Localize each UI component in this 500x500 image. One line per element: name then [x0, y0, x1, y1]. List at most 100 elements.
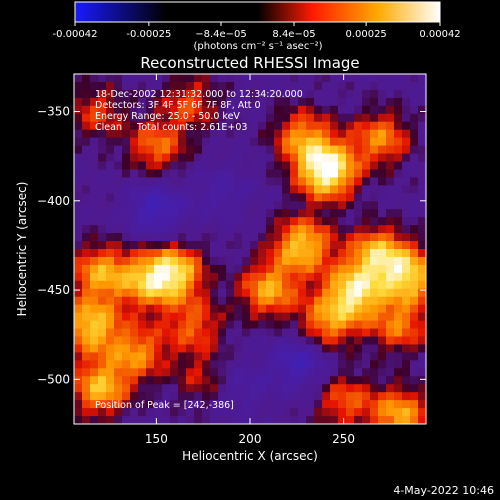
- heatmap-cell: [98, 368, 107, 377]
- heatmap-cell: [322, 153, 331, 163]
- heatmap-cell: [418, 81, 426, 91]
- heatmap-cell: [170, 280, 179, 290]
- heatmap-cell: [74, 352, 83, 361]
- heatmap-cell: [418, 280, 426, 290]
- heatmap-cell: [154, 392, 163, 401]
- heatmap-cell: [242, 416, 251, 424]
- heatmap-cell: [194, 193, 203, 202]
- heatmap-cell: [194, 360, 203, 369]
- heatmap-cell: [106, 169, 115, 179]
- heatmap-cell: [314, 249, 323, 258]
- heatmap-cell: [346, 233, 355, 242]
- y-tick-label: −450: [37, 283, 70, 297]
- heatmap-cell: [234, 312, 243, 322]
- heatmap-cell: [114, 241, 123, 250]
- heatmap-cell: [346, 225, 355, 234]
- heatmap-cell: [90, 97, 99, 107]
- heatmap-cell: [202, 145, 211, 155]
- heatmap-cell: [298, 89, 307, 99]
- heatmap-cell: [418, 272, 426, 282]
- heatmap-cell: [170, 368, 179, 377]
- heatmap-cell: [146, 81, 155, 91]
- heatmap-cell: [402, 74, 411, 83]
- heatmap-cell: [258, 169, 267, 179]
- heatmap-cell: [394, 376, 403, 385]
- heatmap-cell: [330, 74, 339, 83]
- heatmap-cell: [338, 161, 347, 171]
- heatmap-cell: [186, 74, 195, 83]
- heatmap-cell: [322, 320, 331, 330]
- heatmap-cell: [338, 392, 347, 401]
- heatmap-cell: [90, 113, 99, 123]
- heatmap-cell: [242, 408, 251, 417]
- heatmap-cell: [178, 416, 187, 424]
- heatmap-cell: [122, 193, 131, 202]
- heatmap-cell: [210, 344, 219, 354]
- heatmap-cell: [394, 352, 403, 361]
- heatmap-cell: [122, 209, 131, 218]
- heatmap-cell: [178, 161, 187, 171]
- heatmap-cell: [418, 416, 426, 424]
- heatmap-cell: [282, 185, 291, 194]
- heatmap-cell: [178, 97, 187, 107]
- heatmap-cell: [130, 312, 139, 322]
- heatmap-cell: [162, 249, 171, 258]
- heatmap-cell: [306, 304, 315, 314]
- heatmap-cell: [370, 296, 379, 306]
- heatmap-cell: [210, 113, 219, 123]
- heatmap-cell: [74, 368, 83, 377]
- heatmap-cell: [370, 217, 379, 226]
- heatmap-cell: [322, 272, 331, 282]
- heatmap-cell: [306, 105, 315, 115]
- heatmap-cell: [186, 296, 195, 306]
- heatmap-cell: [330, 233, 339, 242]
- heatmap-cell: [338, 97, 347, 107]
- heatmap-cell: [114, 272, 123, 282]
- heatmap-cell: [306, 392, 315, 401]
- heatmap-cell: [242, 392, 251, 401]
- heatmap-cell: [178, 392, 187, 401]
- heatmap-cell: [394, 416, 403, 424]
- heatmap-cell: [186, 137, 195, 147]
- heatmap-cell: [154, 272, 163, 282]
- heatmap-cell: [250, 97, 259, 107]
- heatmap-cell: [370, 81, 379, 91]
- heatmap-cell: [234, 288, 243, 298]
- heatmap-cell: [98, 384, 107, 393]
- heatmap-cell: [242, 376, 251, 385]
- heatmap-cell: [178, 368, 187, 377]
- heatmap-cell: [146, 249, 155, 258]
- heatmap-cell: [146, 304, 155, 314]
- heatmap-cell: [90, 256, 99, 266]
- heatmap-cell: [234, 113, 243, 123]
- heatmap-cell: [122, 113, 131, 123]
- heatmap-cell: [290, 241, 299, 250]
- heatmap-cell: [130, 304, 139, 314]
- heatmap-cell: [362, 105, 371, 115]
- heatmap-cell: [418, 288, 426, 298]
- heatmap-cell: [114, 384, 123, 393]
- heatmap-cell: [242, 320, 251, 330]
- heatmap-cell: [298, 233, 307, 242]
- heatmap-cell: [314, 280, 323, 290]
- heatmap-cell: [346, 264, 355, 274]
- heatmap-cell: [194, 113, 203, 123]
- heatmap-cell: [330, 209, 339, 218]
- heatmap-cell: [378, 408, 387, 417]
- heatmap-cell: [266, 105, 275, 115]
- heatmap-cell: [162, 145, 171, 155]
- heatmap-cell: [74, 241, 83, 250]
- heatmap-cell: [242, 344, 251, 354]
- heatmap-cell: [402, 272, 411, 282]
- heatmap-cell: [378, 105, 387, 115]
- heatmap-cell: [114, 400, 123, 409]
- heatmap-cell: [170, 296, 179, 306]
- heatmap-cell: [210, 304, 219, 314]
- heatmap-cell: [146, 392, 155, 401]
- heatmap-cell: [250, 264, 259, 274]
- heatmap-cell: [394, 392, 403, 401]
- heatmap-cell: [146, 344, 155, 354]
- heatmap-cell: [202, 209, 211, 218]
- heatmap-cell: [354, 264, 363, 274]
- heatmap-cell: [178, 89, 187, 99]
